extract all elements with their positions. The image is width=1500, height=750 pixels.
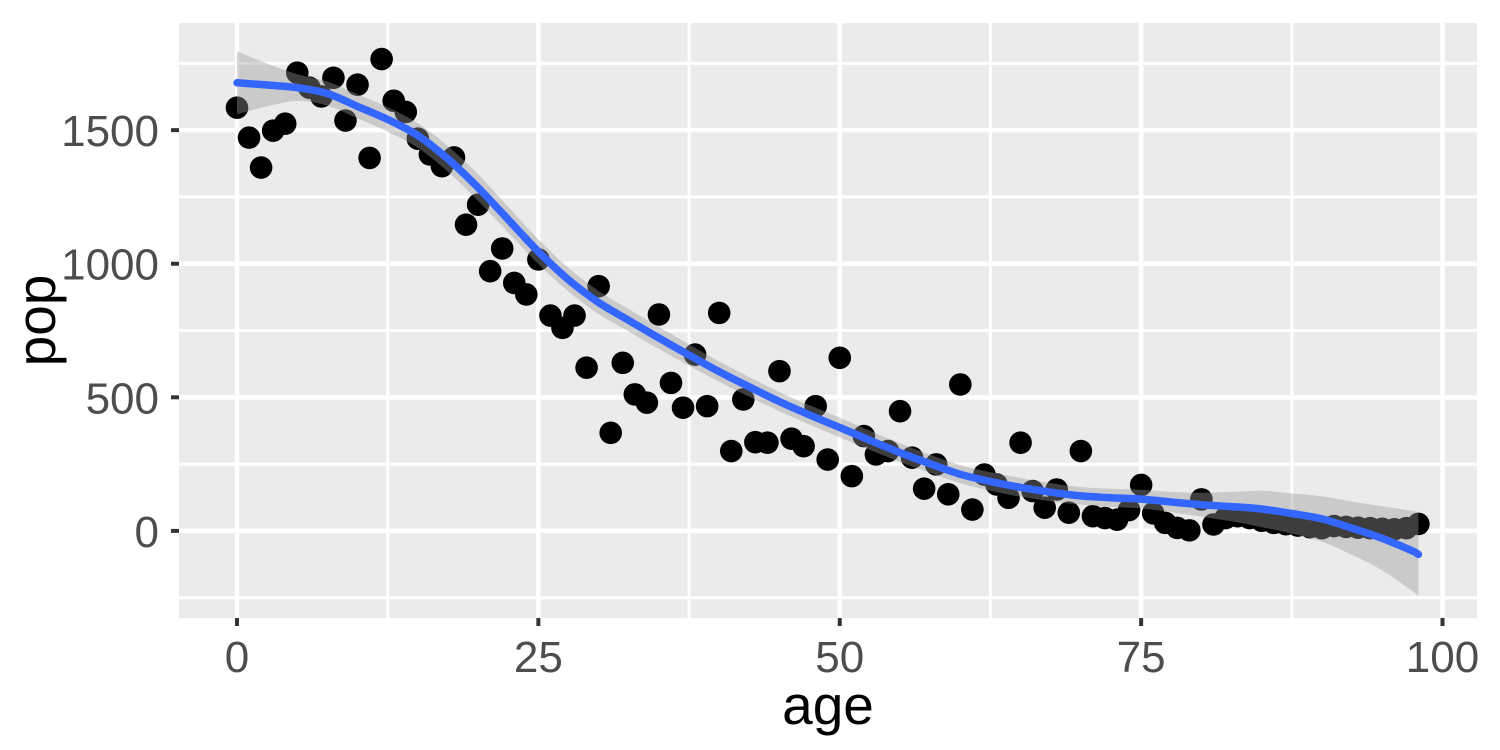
data-point — [768, 359, 791, 383]
data-point — [466, 193, 490, 216]
smooth-line — [233, 79, 1423, 559]
grid-major-lines — [179, 23, 1477, 618]
data-point — [756, 431, 779, 455]
data-point — [575, 356, 598, 379]
data-point — [285, 61, 309, 84]
data-point — [671, 396, 695, 420]
data-point — [587, 274, 610, 298]
y-tick-label: 1000 — [61, 241, 159, 290]
data-point — [1009, 431, 1032, 455]
x-tick-label: 0 — [225, 633, 249, 682]
data-point — [237, 126, 261, 149]
data-point — [719, 439, 743, 463]
data-point — [454, 213, 478, 237]
data-point — [659, 371, 683, 395]
data-point — [647, 303, 671, 326]
data-point — [1033, 496, 1056, 519]
data-point — [249, 156, 273, 179]
data-point — [732, 388, 755, 411]
data-point — [888, 399, 912, 423]
data-point — [1057, 501, 1081, 525]
data-point — [840, 464, 864, 488]
x-axis-title: age — [782, 674, 874, 736]
data-point — [828, 346, 852, 370]
y-tick-label: 0 — [135, 508, 159, 557]
data-point — [997, 486, 1020, 510]
data-point — [478, 259, 502, 283]
x-tick-label: 100 — [1406, 633, 1479, 682]
data-point — [961, 498, 984, 521]
x-tick-label: 25 — [514, 633, 563, 682]
y-axis-tick-marks — [171, 128, 179, 533]
data-point — [490, 237, 514, 260]
data-point — [707, 301, 731, 325]
data-point — [611, 351, 635, 375]
data-point — [1178, 519, 1201, 542]
y-axis-tick-labels: 0 500 1000 1500 — [61, 107, 159, 557]
y-axis-title: pop — [5, 275, 67, 367]
data-point — [515, 283, 538, 306]
data-point — [273, 112, 297, 136]
data-point — [225, 96, 249, 119]
data-point — [358, 146, 381, 170]
data-point — [936, 482, 960, 506]
x-tick-label: 50 — [815, 633, 864, 682]
data-point — [949, 373, 972, 396]
data-point — [599, 421, 623, 445]
data-point — [334, 109, 357, 132]
data-point — [394, 100, 418, 124]
data-point — [912, 477, 936, 500]
data-point — [816, 448, 839, 471]
data-point — [1407, 512, 1430, 536]
data-point — [792, 434, 815, 458]
data-point — [635, 391, 659, 414]
data-point — [1069, 439, 1093, 463]
data-point — [346, 73, 369, 97]
y-tick-label: 1500 — [61, 107, 159, 156]
x-axis-tick-marks — [234, 618, 1445, 626]
data-point — [370, 47, 393, 71]
x-axis-tick-labels: 0 25 50 75 100 — [225, 633, 1479, 682]
data-point — [695, 394, 719, 418]
data-point — [1129, 473, 1153, 497]
data-point — [322, 66, 345, 90]
data-point — [563, 304, 586, 327]
y-tick-label: 500 — [86, 374, 159, 423]
x-tick-label: 75 — [1117, 633, 1166, 682]
data-point — [1117, 498, 1141, 522]
